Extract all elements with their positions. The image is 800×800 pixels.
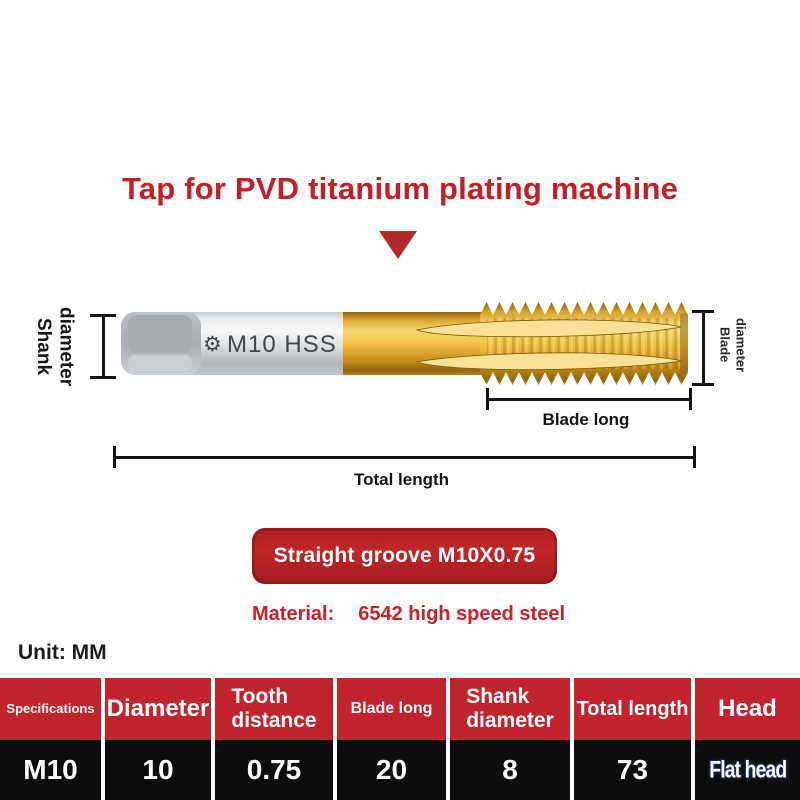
total-length-dimension-line	[113, 446, 696, 468]
column-header: Total length	[574, 678, 691, 740]
table-column-head: Head Flat head	[695, 678, 800, 800]
column-value: 10	[105, 740, 211, 800]
table-column-shank-diameter: Shank diameter 8	[450, 678, 570, 800]
page-title: Tap for PVD titanium plating machine	[121, 170, 679, 206]
column-header: Head	[695, 678, 800, 740]
head-type-value: Flat head	[708, 755, 787, 783]
column-value: 20	[337, 740, 446, 800]
column-value: Flat head	[695, 740, 800, 800]
table-column-specifications: Specifications M10	[0, 678, 101, 800]
column-value: 73	[574, 740, 691, 800]
material-line: Material: 6542 high speed steel	[252, 603, 565, 626]
tool-shank	[175, 312, 347, 375]
column-header: Blade long	[337, 678, 446, 740]
blade-diameter-label: Blade diameter	[717, 317, 749, 373]
spec-table: Specifications M10 Diameter 10 Tooth dis…	[0, 678, 800, 800]
material-label: Material:	[252, 603, 335, 625]
shank-diameter-label: Shank diameter	[32, 307, 77, 387]
column-header: Diameter	[105, 678, 211, 740]
shank-diameter-dimension-line	[90, 314, 116, 379]
column-header: Specifications	[0, 678, 101, 740]
gear-logo-icon: ⚙	[203, 332, 222, 356]
blade-long-label: Blade long	[542, 410, 630, 429]
column-header: Tooth distance	[215, 678, 333, 740]
column-header: Shank diameter	[450, 678, 570, 740]
unit-label: Unit: MM	[18, 641, 107, 664]
tool-flute-upper	[415, 319, 682, 338]
table-column-blade-long: Blade long 20	[337, 678, 446, 800]
column-value: M10	[0, 740, 101, 800]
blade-long-dimension-line	[486, 388, 692, 410]
down-arrow-icon	[379, 231, 417, 259]
column-value: 0.75	[215, 740, 333, 800]
column-value: 8	[450, 740, 570, 800]
tool-flute-lower	[415, 352, 682, 371]
total-length-label: Total length	[353, 470, 450, 489]
blade-diameter-dimension-line	[692, 310, 714, 386]
table-column-diameter: Diameter 10	[105, 678, 211, 800]
spec-badge: Straight groove M10X0.75	[252, 528, 557, 584]
tap-tool-image: ⚙ M10 HSS H2	[121, 302, 688, 385]
table-column-tooth-distance: Tooth distance 0.75	[215, 678, 333, 800]
material-value: 6542 high speed steel	[358, 603, 566, 625]
table-column-total-length: Total length 73	[574, 678, 691, 800]
